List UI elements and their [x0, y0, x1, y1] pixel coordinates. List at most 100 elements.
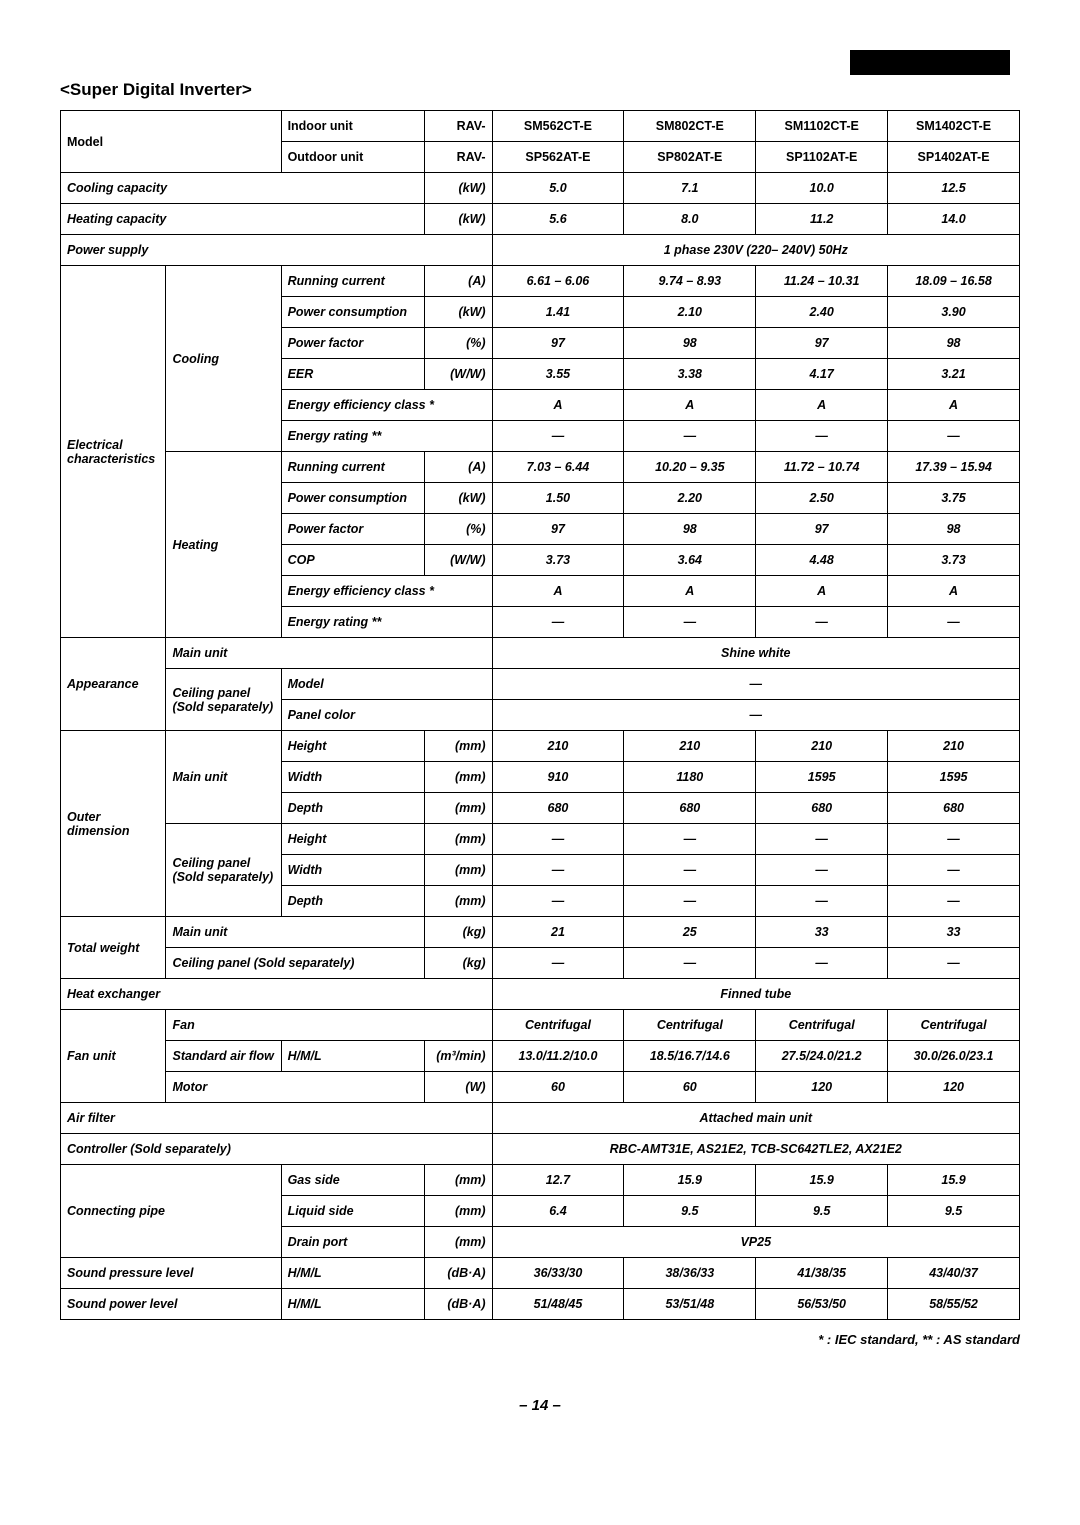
cp-w-1: — [492, 855, 624, 886]
unit-mm6: (mm) [425, 886, 492, 917]
attached-main: Attached main unit [492, 1103, 1019, 1134]
cool-cap-2: 7.1 [624, 173, 756, 204]
label-spwl: Sound power level [61, 1289, 282, 1320]
label-indoor: Indoor unit [281, 111, 425, 142]
liq-3: 9.5 [756, 1196, 888, 1227]
label-mu-height: Height [281, 731, 425, 762]
air-3: 27.5/24.0/21.2 [756, 1041, 888, 1072]
h-eec-3: A [756, 576, 888, 607]
unit-mm1: (mm) [425, 731, 492, 762]
liq-1: 6.4 [492, 1196, 624, 1227]
unit-m3min: (m³/min) [425, 1041, 492, 1072]
cp-w-4: — [888, 855, 1020, 886]
label-elec: Electrical characteristics [61, 266, 166, 638]
c-eec-4: A [888, 390, 1020, 421]
cool-cap-3: 10.0 [756, 173, 888, 204]
cp-d-4: — [888, 886, 1020, 917]
h-run-3: 11.72 – 10.74 [756, 452, 888, 483]
label-eec-h: Energy efficiency class * [281, 576, 492, 607]
tw-cp-2: — [624, 948, 756, 979]
motor-3: 120 [756, 1072, 888, 1103]
mu-w-4: 1595 [888, 762, 1020, 793]
c-eer-3: 4.17 [756, 359, 888, 390]
unit-mm3: (mm) [425, 793, 492, 824]
liq-4: 9.5 [888, 1196, 1020, 1227]
h-er-3: — [756, 607, 888, 638]
h-er-1: — [492, 607, 624, 638]
model-outdoor-1: SP562AT-E [492, 142, 624, 173]
redaction-box [850, 50, 1010, 75]
shine-white: Shine white [492, 638, 1019, 669]
gas-1: 12.7 [492, 1165, 624, 1196]
fan-3: Centrifugal [756, 1010, 888, 1041]
mu-h-3: 210 [756, 731, 888, 762]
label-hml-spwl: H/M/L [281, 1289, 425, 1320]
c-pf-4: 98 [888, 328, 1020, 359]
spl-2: 38/36/33 [624, 1258, 756, 1289]
cp-model-dash: — [492, 669, 1019, 700]
spwl-1: 51/48/45 [492, 1289, 624, 1320]
label-heating: Heating [166, 452, 281, 638]
unit-kg2: (kg) [425, 948, 492, 979]
tw-mu-4: 33 [888, 917, 1020, 948]
mu-d-2: 680 [624, 793, 756, 824]
spwl-3: 56/53/50 [756, 1289, 888, 1320]
c-eec-2: A [624, 390, 756, 421]
footnote: * : IEC standard, ** : AS standard [60, 1332, 1020, 1347]
unit-kg1: (kg) [425, 917, 492, 948]
cool-cap-4: 12.5 [888, 173, 1020, 204]
label-appearance: Appearance [61, 638, 166, 731]
h-run-2: 10.20 – 9.35 [624, 452, 756, 483]
motor-4: 120 [888, 1072, 1020, 1103]
label-conn-pipe: Connecting pipe [61, 1165, 282, 1258]
unit-mm2: (mm) [425, 762, 492, 793]
c-pf-2: 98 [624, 328, 756, 359]
label-er-c: Energy rating ** [281, 421, 492, 452]
gas-4: 15.9 [888, 1165, 1020, 1196]
h-pf-4: 98 [888, 514, 1020, 545]
spec-table: Model Indoor unit RAV- SM562CT-E SM802CT… [60, 110, 1020, 1320]
h-pf-3: 97 [756, 514, 888, 545]
tw-mu-2: 25 [624, 917, 756, 948]
power-supply-value: 1 phase 230V (220– 240V) 50Hz [492, 235, 1019, 266]
air-4: 30.0/26.0/23.1 [888, 1041, 1020, 1072]
label-model: Model [61, 111, 282, 173]
label-tw-mu: Main unit [166, 917, 425, 948]
label-outdoor: Outdoor unit [281, 142, 425, 173]
c-run-3: 11.24 – 10.31 [756, 266, 888, 297]
c-pf-1: 97 [492, 328, 624, 359]
label-cp-depth: Depth [281, 886, 425, 917]
mu-d-1: 680 [492, 793, 624, 824]
label-cp-dim: Ceiling panel (Sold separately) [166, 824, 281, 917]
unit-kw3: (kW) [425, 297, 492, 328]
h-pow-4: 3.75 [888, 483, 1020, 514]
label-air-filter: Air filter [61, 1103, 493, 1134]
c-run-1: 6.61 – 6.06 [492, 266, 624, 297]
h-pow-3: 2.50 [756, 483, 888, 514]
unit-dba2: (dB·A) [425, 1289, 492, 1320]
unit-a: (A) [425, 266, 492, 297]
h-run-1: 7.03 – 6.44 [492, 452, 624, 483]
fan-2: Centrifugal [624, 1010, 756, 1041]
unit-pct: (%) [425, 328, 492, 359]
page-number: – 14 – [60, 1397, 1020, 1414]
finned-tube: Finned tube [492, 979, 1019, 1010]
model-indoor-2: SM802CT-E [624, 111, 756, 142]
label-run-cur-h: Running current [281, 452, 425, 483]
tw-mu-3: 33 [756, 917, 888, 948]
panel-color-dash: — [492, 700, 1019, 731]
c-eer-2: 3.38 [624, 359, 756, 390]
spwl-4: 58/55/52 [888, 1289, 1020, 1320]
model-indoor-1: SM562CT-E [492, 111, 624, 142]
unit-kw: (kW) [425, 173, 492, 204]
mu-d-4: 680 [888, 793, 1020, 824]
label-eer: EER [281, 359, 425, 390]
unit-mm4: (mm) [425, 824, 492, 855]
label-gas: Gas side [281, 1165, 425, 1196]
spwl-2: 53/51/48 [624, 1289, 756, 1320]
tw-cp-1: — [492, 948, 624, 979]
c-run-4: 18.09 – 16.58 [888, 266, 1020, 297]
label-rav2: RAV- [425, 142, 492, 173]
h-eec-1: A [492, 576, 624, 607]
label-model-cp: Model [281, 669, 492, 700]
